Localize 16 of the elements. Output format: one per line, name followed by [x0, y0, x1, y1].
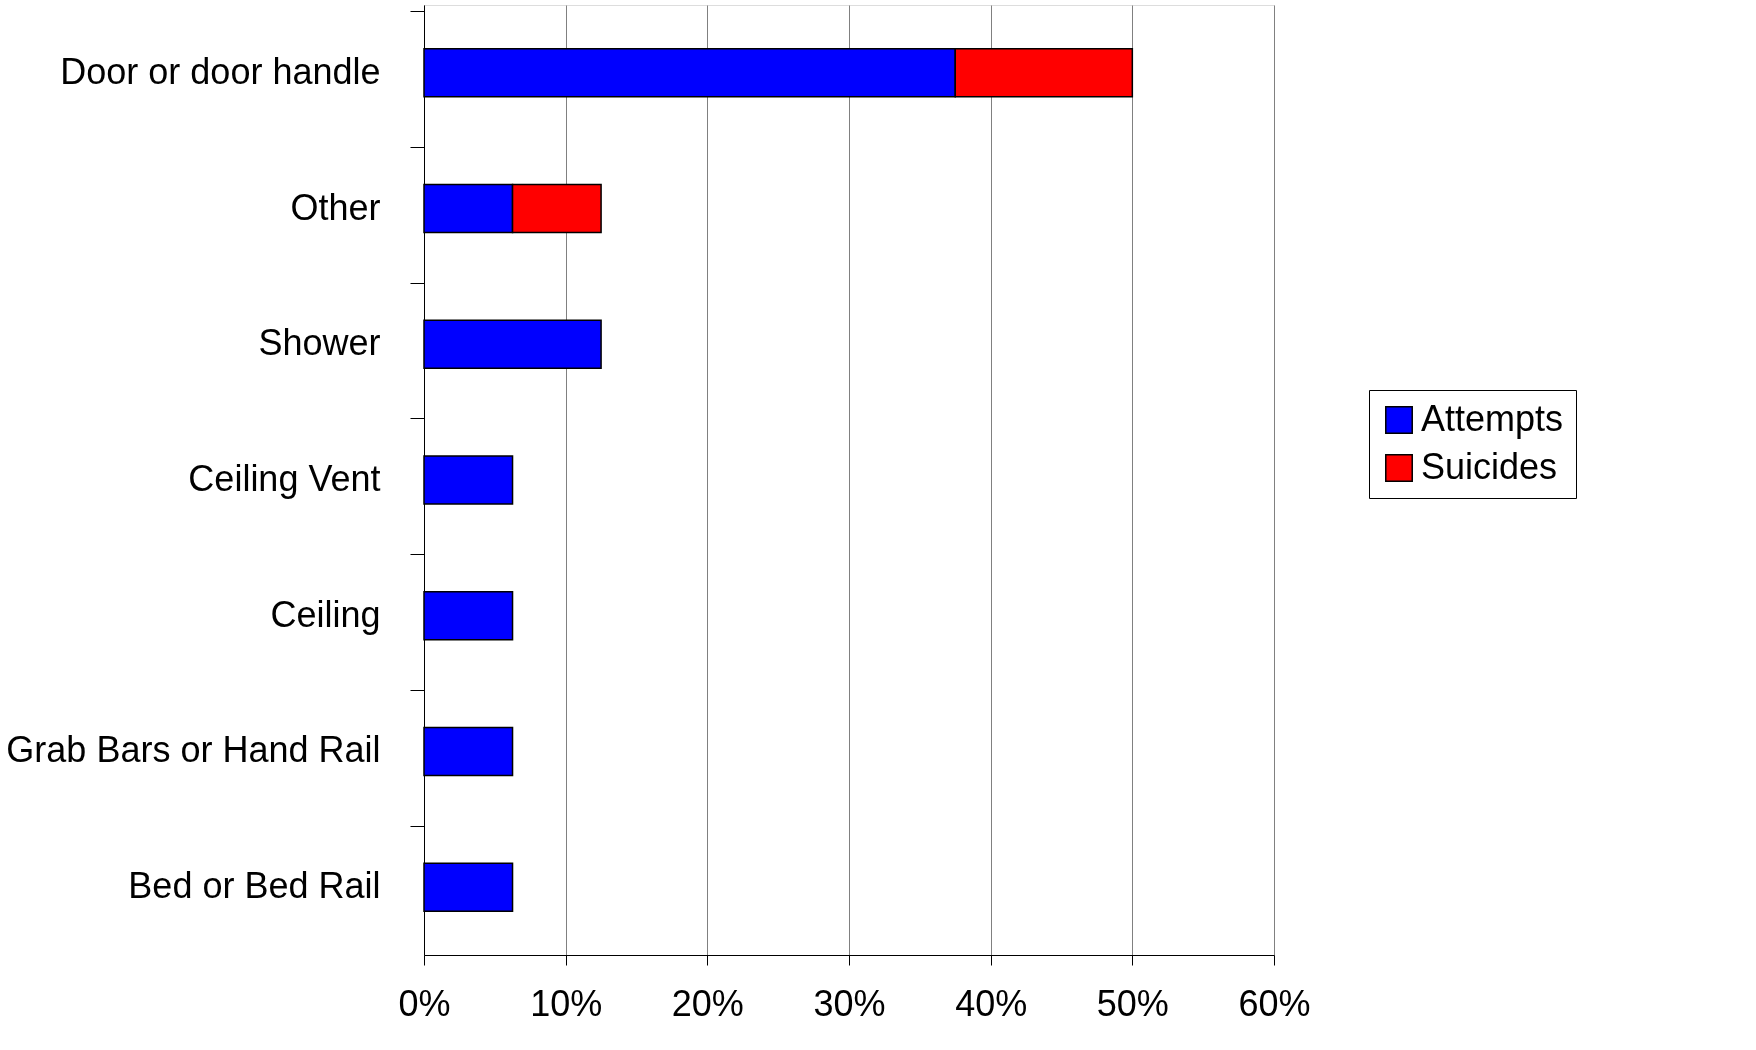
x-tick-label: 20% — [671, 982, 744, 1024]
x-tick-label: 0% — [398, 982, 451, 1024]
x-tick-label: 30% — [813, 982, 886, 1024]
y-tick-label: Ceiling Vent — [188, 458, 381, 499]
x-tick-label: 50% — [1096, 982, 1169, 1024]
y-tick-label: Door or door handle — [60, 50, 381, 92]
legend-label: Suicides — [1421, 446, 1558, 487]
y-tick-label: Grab Bars or Hand Rail — [6, 729, 381, 771]
y-tick-label: Other — [290, 186, 381, 228]
y-tick-label: Shower — [258, 322, 381, 364]
x-tick-label: 10% — [530, 982, 603, 1024]
y-tick-label: Ceiling — [270, 593, 381, 635]
x-tick-label: 60% — [1238, 982, 1311, 1024]
x-tick-label: 40% — [955, 982, 1028, 1024]
legend-label: Attempts — [1421, 398, 1564, 439]
y-tick-label: Bed or Bed Rail — [128, 865, 381, 907]
